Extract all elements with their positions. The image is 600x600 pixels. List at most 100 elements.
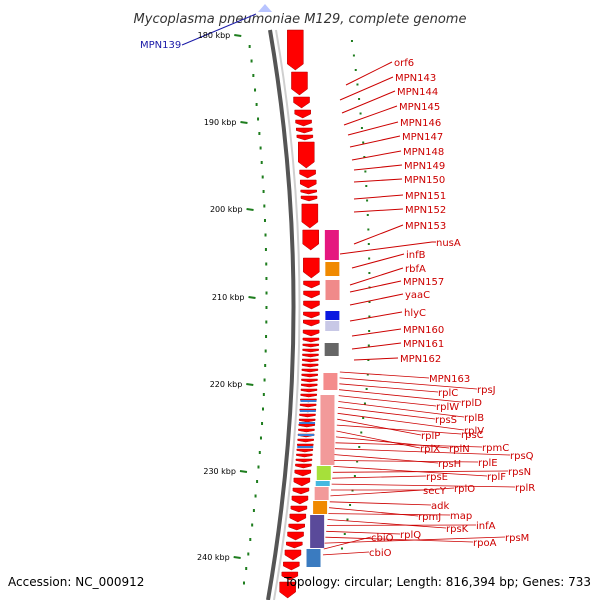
gene-label-group[interactable]: rplB [338,401,484,425]
gene-label-group[interactable]: rpsN [332,467,531,478]
gene-arrow[interactable] [289,513,307,523]
gene-arrow[interactable] [300,383,318,388]
gene-arrow[interactable] [295,119,312,127]
gene-arrow[interactable] [291,495,309,505]
gene-arrow[interactable] [279,581,296,599]
gene-label-group[interactable]: orf6 [345,58,414,86]
gene-arrow[interactable] [296,134,314,141]
gene-arrow[interactable] [296,453,313,458]
gene-arrow[interactable] [303,300,320,310]
gene-arrow[interactable] [293,96,310,109]
gene-arrow[interactable] [302,353,319,358]
gene-label-group[interactable]: MPN163 [339,371,470,385]
gene-arrow[interactable] [299,413,316,418]
gene-arrow[interactable] [301,378,318,383]
gene-label-group[interactable]: cbiO [322,548,392,559]
gene-label-group[interactable]: rplN [335,436,470,455]
gene-label-group[interactable]: rpsJ [339,377,496,396]
gene-label-group[interactable]: rplR [331,483,536,494]
gene-label-group[interactable]: MPN143 [339,73,436,101]
gene-arrow[interactable] [284,549,302,561]
gene-arrow[interactable] [302,229,319,251]
gene-label-group[interactable]: adk [329,501,450,512]
gene-label-group[interactable]: MPN146 [347,118,441,136]
gene-arrow[interactable] [303,311,320,319]
gene-arrow[interactable] [302,343,320,348]
gene-label-group[interactable]: infB [351,250,426,269]
gene-arrow[interactable] [298,423,316,428]
gene-arrow[interactable] [299,169,316,179]
gene-label-group[interactable]: rbfA [349,264,426,286]
gene-arrow[interactable] [286,541,303,549]
gene-arrow[interactable] [298,428,315,433]
gene-label-group[interactable]: MPN145 [343,102,440,126]
gene-arrow[interactable] [287,29,304,71]
gene-label-group[interactable]: MPN149 [353,161,445,172]
gene-arrow[interactable] [299,179,317,189]
gene-label-group[interactable]: MPN151 [353,191,446,202]
gene-label-group[interactable]: hlyC [349,308,426,322]
gene-arrow[interactable] [302,329,320,337]
gene-arrow[interactable] [296,448,314,453]
gene-label-group[interactable]: rplW [338,395,460,413]
gene-label-group[interactable]: rpsM [324,533,530,544]
gene-arrow[interactable] [302,337,320,343]
gene-label-group[interactable]: rplC [339,383,458,399]
gene-label-group[interactable]: rplP [337,418,440,442]
gene-arrow[interactable] [301,373,318,378]
gene-arrow[interactable] [303,290,320,299]
gene-arrow[interactable] [303,319,320,327]
gene-arrow[interactable] [300,393,317,398]
gene-label-group[interactable]: rplF [333,466,506,483]
gene-arrow[interactable] [293,477,311,487]
gene-arrow[interactable] [287,531,304,541]
gene-arrow[interactable] [299,403,317,408]
gene-label-group[interactable]: nusA [339,238,461,255]
gene-label-group[interactable]: cbiO [323,533,394,550]
gene-arrow[interactable] [301,368,319,373]
gene-label-group[interactable]: rplD [338,389,482,409]
gene-label-group[interactable]: rpsC [336,424,484,441]
gene-label-group[interactable]: rplE [333,458,498,469]
gene-arrow[interactable] [303,257,320,279]
gene-label-group[interactable]: MPN157 [349,277,444,293]
gene-arrow[interactable] [291,71,308,96]
gene-arrow[interactable] [298,418,316,423]
gene-label-group[interactable]: secY [331,486,447,497]
gene-arrow[interactable] [290,505,308,513]
gene-label-group[interactable]: MPN144 [341,87,438,114]
gene-arrow[interactable] [283,561,300,571]
gene-label-group[interactable]: MPN148 [351,147,444,161]
gene-label-group[interactable]: MPN160 [351,325,444,337]
gene-label-group[interactable]: MPN161 [351,339,444,350]
gene-label-group[interactable]: MPN153 [353,221,446,245]
gene-arrow[interactable] [300,189,317,195]
gene-label-group[interactable]: rpmC [335,442,509,454]
gene-arrow[interactable] [300,388,318,393]
gene-arrow[interactable] [288,523,305,531]
gene-arrow[interactable] [300,195,318,202]
gene-arrow[interactable] [303,280,320,289]
gene-label-group[interactable]: MPN152 [353,205,446,216]
gene-label-group[interactable]: rpoA [325,536,497,549]
gene-label-group[interactable]: yaaC [349,290,430,306]
gene-arrow[interactable] [301,203,319,229]
gene-arrow[interactable] [292,487,310,495]
highlight-marker[interactable]: MPN139 [140,4,272,51]
gene-arrow[interactable] [295,458,313,463]
gene-arrow[interactable] [301,363,319,368]
gene-label-group[interactable]: rplQ [326,530,421,541]
gene-label-group[interactable]: rpsS [337,407,457,426]
gene-arrow[interactable] [281,571,299,581]
gene-label-group[interactable]: rpsK [327,519,469,536]
gene-arrow[interactable] [302,358,319,363]
gene-label-group[interactable]: rplO [330,484,475,497]
gene-label-group[interactable]: MPN150 [353,175,445,186]
gene-arrow[interactable] [294,109,311,119]
gene-label-group[interactable]: MPN147 [349,132,443,148]
gene-label-group[interactable]: rpsE [332,472,448,483]
gene-arrow[interactable] [297,438,314,443]
gene-label-group[interactable]: MPN162 [353,354,441,365]
gene-arrow[interactable] [295,463,312,469]
gene-label-group[interactable]: rplV [337,412,485,437]
